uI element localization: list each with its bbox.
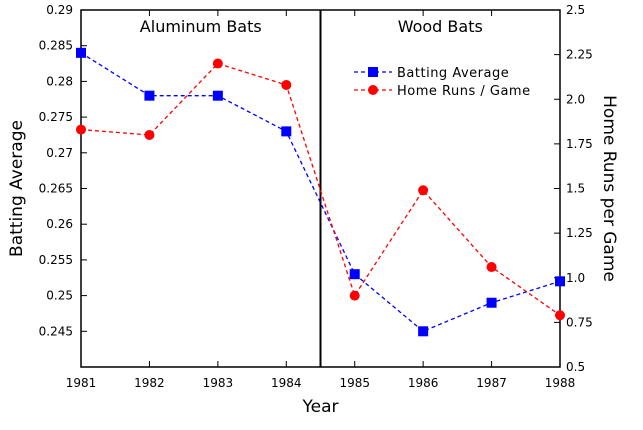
- data-point-home-runs: [349, 290, 360, 301]
- series-line-batting-average: [80, 52, 561, 333]
- x-tick-label: 1986: [408, 376, 439, 390]
- y-right-tick-label: 2.25: [566, 48, 593, 62]
- x-tick-label: 1985: [339, 376, 370, 390]
- y-right-tick-label: 0.5: [566, 360, 585, 374]
- y-left-tick-label: 0.265: [39, 182, 73, 196]
- data-point-batting-average: [486, 297, 497, 308]
- legend-marker-batting-average: [368, 67, 378, 77]
- data-point-home-runs: [212, 58, 223, 69]
- legend-marker-home-runs: [368, 85, 378, 95]
- data-point-home-runs: [281, 79, 292, 90]
- y-right-tick-label: 2.0: [566, 92, 585, 106]
- section-label-wood: Wood Bats: [398, 17, 483, 36]
- y-left-tick-label: 0.285: [39, 39, 73, 53]
- y-left-tick-label: 0.26: [46, 217, 73, 231]
- data-point-batting-average: [555, 276, 565, 287]
- data-point-home-runs: [144, 129, 155, 140]
- data-point-batting-average: [144, 90, 155, 101]
- x-tick-label: 1987: [476, 376, 507, 390]
- data-point-batting-average: [212, 90, 223, 101]
- data-point-batting-average: [76, 47, 86, 58]
- series-batting-average: [76, 47, 565, 337]
- y-left-tick-label: 0.27: [46, 146, 73, 160]
- y-right-tick-label: 1.0: [566, 271, 585, 285]
- data-point-home-runs: [486, 262, 497, 273]
- y-right-tick-label: 1.25: [566, 226, 593, 240]
- legend-label-home-runs: Home Runs / Game: [397, 84, 531, 99]
- y-axis-left-title: Batting Average: [7, 120, 27, 257]
- axes: 1981 1982 1983 1984 1985 1986 1987 1988 0.245 0.2…: [39, 3, 593, 390]
- series-layer: [76, 47, 565, 337]
- x-tick-label: 1988: [545, 376, 576, 390]
- y-left-tick-label: 0.275: [39, 110, 73, 124]
- data-point-batting-average: [281, 126, 292, 137]
- y-left-tick-label: 0.29: [46, 3, 73, 17]
- x-tick-label: 1983: [203, 376, 234, 390]
- labels-layer: Aluminum Bats Wood Bats Year Batting Ave…: [7, 17, 619, 417]
- data-point-home-runs: [555, 310, 565, 321]
- x-tick-label: 1982: [134, 376, 165, 390]
- data-point-home-runs: [418, 185, 429, 196]
- y-right-tick-label: 1.75: [566, 137, 593, 151]
- data-point-batting-average: [349, 269, 360, 280]
- y-right-tick-label: 2.5: [566, 3, 585, 17]
- section-label-aluminum: Aluminum Bats: [140, 17, 262, 36]
- series-line-home-runs: [80, 62, 561, 316]
- legend: Batting Average Home Runs / Game: [354, 66, 531, 99]
- legend-label-batting-average: Batting Average: [397, 66, 509, 81]
- y-right-tick-label: 1.5: [566, 182, 585, 196]
- x-tick-label: 1984: [271, 376, 302, 390]
- y-left-tick-label: 0.25: [46, 289, 73, 303]
- y-left-tick-label: 0.255: [39, 253, 73, 267]
- y-left-tick-label: 0.245: [39, 324, 73, 338]
- x-axis-title: Year: [302, 397, 339, 417]
- data-point-home-runs: [76, 124, 86, 135]
- series-home-runs: [76, 58, 565, 321]
- y-axis-right-title: Home Runs per Game: [599, 95, 619, 282]
- y-right-tick-label: 0.75: [566, 315, 593, 329]
- data-point-batting-average: [418, 326, 429, 337]
- x-tick-label: 1981: [66, 376, 97, 390]
- y-left-tick-label: 0.28: [46, 74, 73, 88]
